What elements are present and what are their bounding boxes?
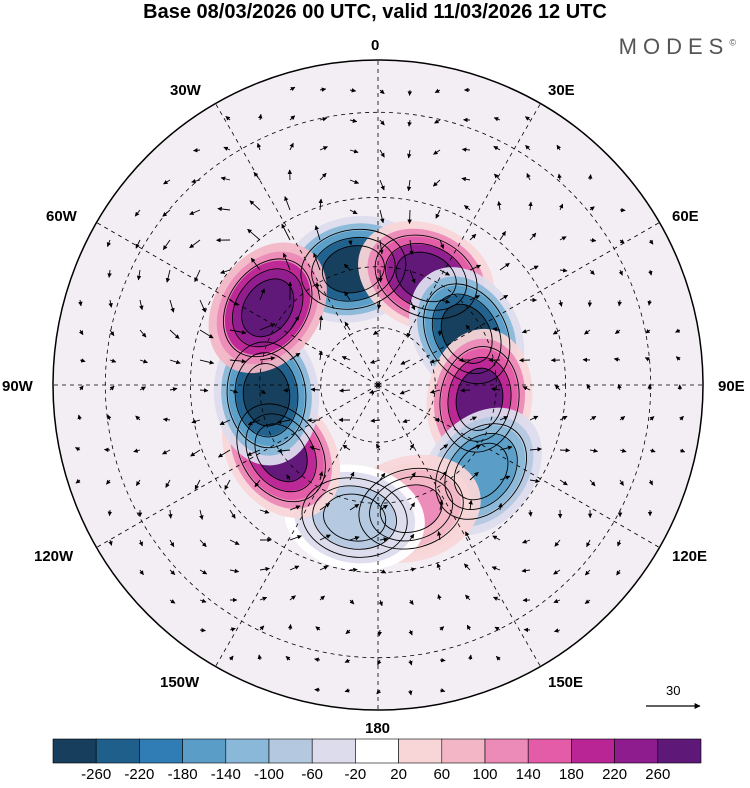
colorbar-bin-9 bbox=[442, 739, 485, 763]
wind-arrow bbox=[284, 390, 290, 391]
wind-arrow bbox=[380, 270, 381, 282]
lon-label-90e: 90E bbox=[718, 378, 745, 396]
colorbar-bin-4 bbox=[226, 739, 269, 763]
wind-arrow bbox=[104, 450, 110, 451]
colorbar-bin-3 bbox=[183, 739, 226, 763]
lon-label-120e: 120E bbox=[672, 548, 707, 566]
south-pole-marker bbox=[376, 383, 380, 387]
colorbar bbox=[53, 739, 701, 763]
colorbar-label: -220 bbox=[117, 766, 161, 783]
wind-arrow bbox=[560, 450, 570, 451]
wind-arrow bbox=[440, 660, 445, 661]
wind-arrow bbox=[315, 690, 320, 691]
colorbar-label: 100 bbox=[463, 766, 507, 783]
colorbar-label: -60 bbox=[290, 766, 334, 783]
colorbar-label: 140 bbox=[506, 766, 550, 783]
lon-label-60e: 60E bbox=[672, 208, 699, 226]
colorbar-label: 180 bbox=[549, 766, 593, 783]
wind-arrow bbox=[290, 624, 291, 630]
colorbar-bin-13 bbox=[615, 739, 658, 763]
lon-label-30w: 30W bbox=[170, 82, 201, 100]
lon-label-180: 180 bbox=[365, 720, 390, 738]
colorbar-bin-0 bbox=[53, 739, 96, 763]
lon-label-150w: 150W bbox=[160, 674, 199, 692]
colorbar-label: -20 bbox=[333, 766, 377, 783]
lon-label-0: 0 bbox=[371, 37, 379, 55]
colorbar-bin-8 bbox=[399, 739, 442, 763]
colorbar-label: 60 bbox=[420, 766, 464, 783]
colorbar-label: -140 bbox=[204, 766, 248, 783]
wind-arrow bbox=[410, 90, 411, 95]
lon-label-150e: 150E bbox=[548, 674, 583, 692]
brand-logo: MODES© bbox=[619, 34, 736, 60]
colorbar-label: -180 bbox=[161, 766, 205, 783]
colorbar-label: -100 bbox=[247, 766, 291, 783]
lon-label-120w: 120W bbox=[34, 548, 73, 566]
colorbar-bin-10 bbox=[485, 739, 528, 763]
colorbar-label: 260 bbox=[636, 766, 680, 783]
colorbar-bin-11 bbox=[528, 739, 571, 763]
wind-scale-label: 30 bbox=[666, 683, 680, 698]
lon-label-30e: 30E bbox=[548, 82, 575, 100]
colorbar-label: -260 bbox=[74, 766, 118, 783]
colorbar-label: 220 bbox=[593, 766, 637, 783]
colorbar-bin-14 bbox=[658, 739, 701, 763]
colorbar-bin-2 bbox=[139, 739, 182, 763]
colorbar-bin-5 bbox=[269, 739, 312, 763]
colorbar-bin-1 bbox=[96, 739, 139, 763]
colorbar-bin-7 bbox=[355, 739, 398, 763]
lon-label-90w: 90W bbox=[2, 378, 33, 396]
map-disc bbox=[40, 50, 720, 730]
wind-arrow bbox=[461, 390, 470, 391]
lon-label-60w: 60W bbox=[46, 208, 77, 226]
chart-title: Base 08/03/2026 00 UTC, valid 11/03/2026… bbox=[0, 0, 750, 24]
colorbar-label: 20 bbox=[377, 766, 421, 783]
wind-arrow bbox=[110, 510, 111, 516]
wind-arrow bbox=[410, 210, 411, 224]
colorbar-bin-12 bbox=[571, 739, 614, 763]
colorbar-bin-6 bbox=[312, 739, 355, 763]
